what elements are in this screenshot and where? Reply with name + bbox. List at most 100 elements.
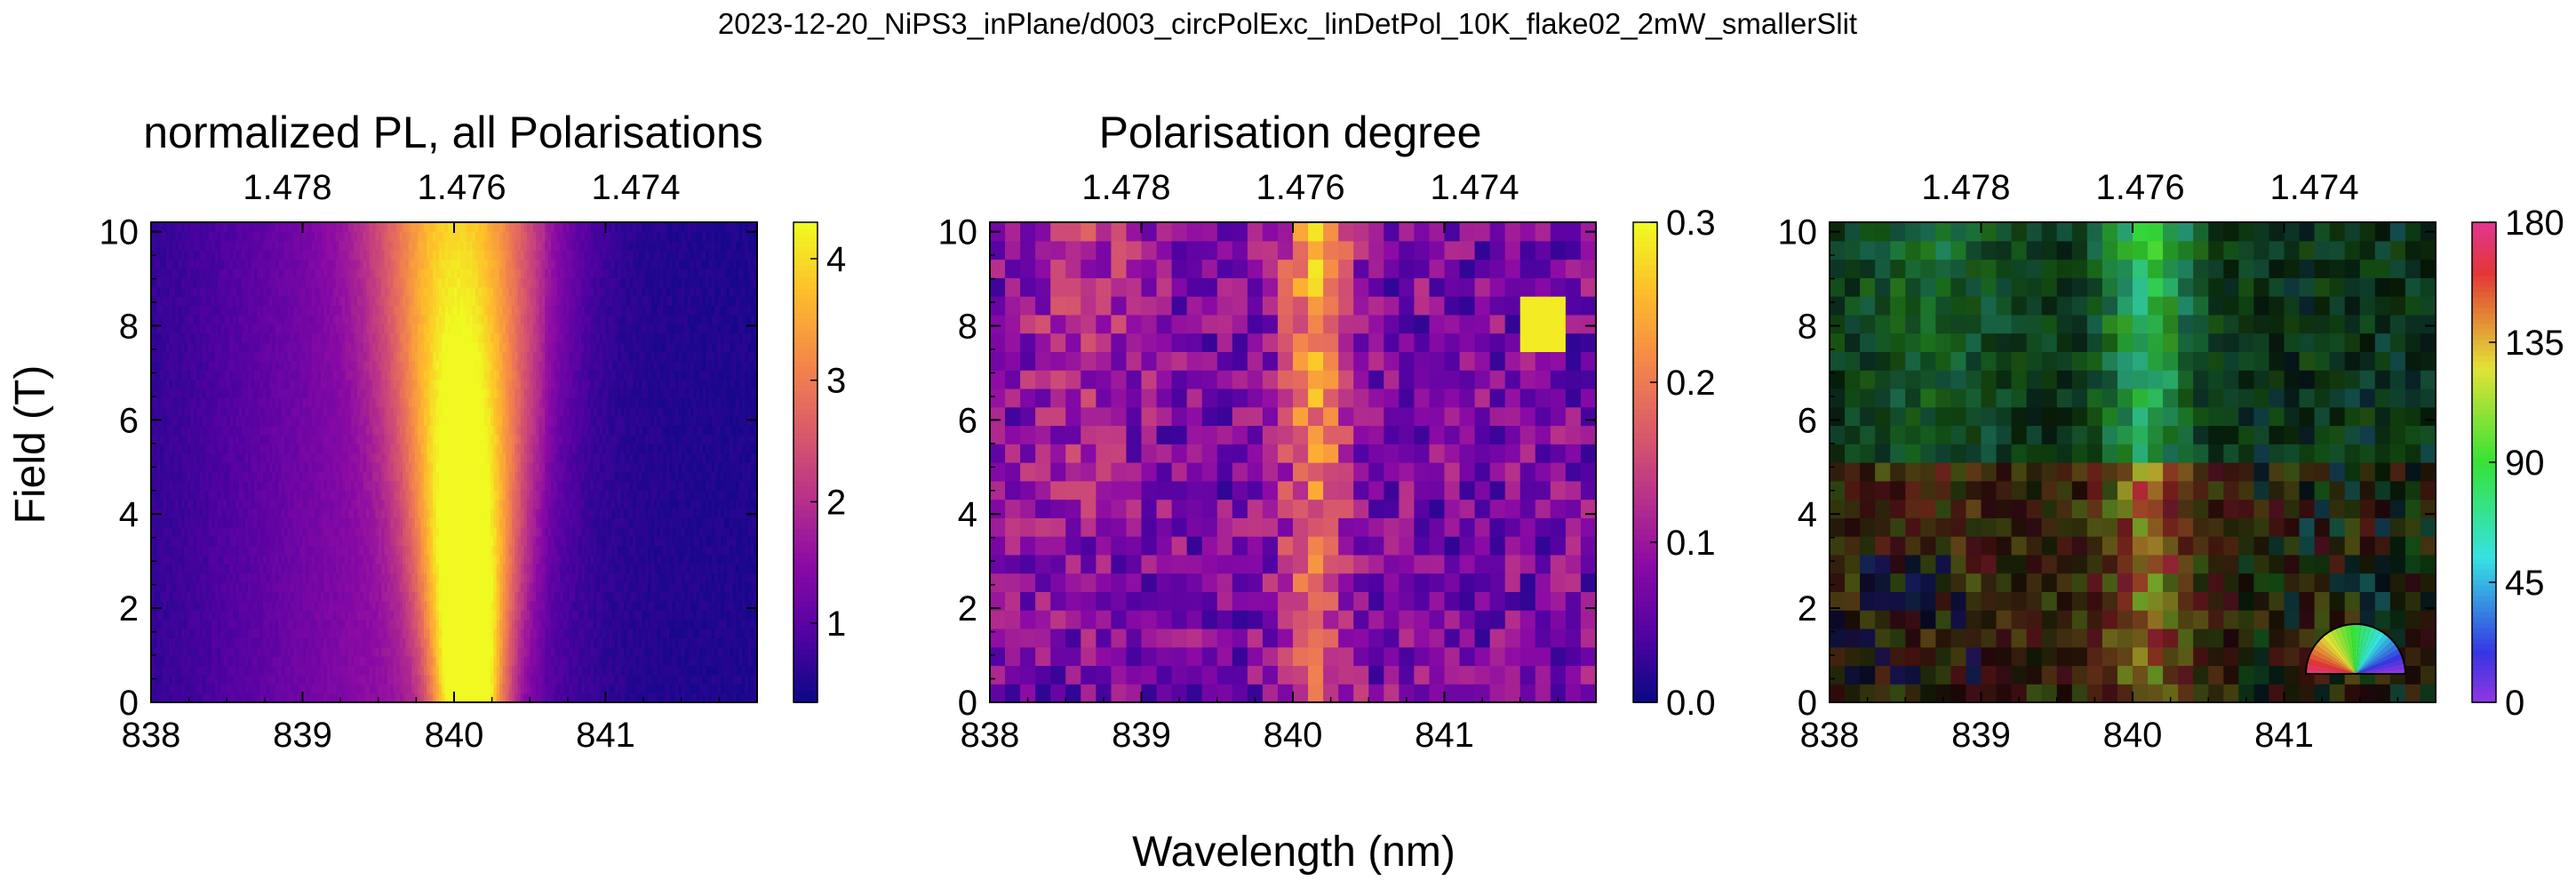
heatmap-cell [496,471,500,482]
heatmap-cell [618,564,622,574]
heatmap-cell [317,656,322,667]
heatmap-cell [187,674,191,685]
heatmap-cell [493,517,498,528]
heatmap-cell [371,693,376,703]
heatmap-cell [666,628,670,638]
heatmap-cell [551,545,555,556]
heatmap-cell [266,526,270,537]
heatmap-cell [629,600,634,611]
heatmap-cell [244,665,249,676]
heatmap-cell [618,517,622,528]
heatmap-cell [369,610,373,621]
heatmap-cell [205,637,210,648]
heatmap-cell [481,665,485,676]
heatmap-cell [293,665,298,676]
heatmap-cell [663,545,667,556]
heatmap-cell [587,490,592,501]
heatmap-cell [717,628,722,638]
heatmap-cell [717,637,722,648]
heatmap-cell [463,628,467,638]
heatmap-cell [326,471,331,482]
heatmap-cell [571,471,576,482]
heatmap-cell [514,573,519,583]
heatmap-cell [575,545,579,556]
heatmap-cell [599,536,603,547]
heatmap-cell [514,545,519,556]
heatmap-cell [487,508,491,518]
heatmap-cell [354,480,358,491]
heatmap-cell [451,610,455,621]
heatmap-cell [472,646,476,657]
heatmap-cell [466,619,470,629]
heatmap-cell [184,554,188,565]
heatmap-cell [571,554,576,565]
heatmap-cell [190,564,195,574]
heatmap-cell [499,490,504,501]
heatmap-cell [244,591,249,602]
heatmap-cell [499,646,504,657]
heatmap-cell [211,564,216,574]
heatmap-cell [427,545,431,556]
heatmap-cell [472,564,476,574]
heatmap-cell [457,564,461,574]
heatmap-cell [296,684,300,694]
heatmap-cell [311,591,315,602]
heatmap-cell [390,637,395,648]
heatmap-cell [751,554,755,565]
heatmap-cell [187,499,191,509]
heatmap-cell [626,600,631,611]
heatmap-cell [590,545,594,556]
heatmap-cell [593,480,597,491]
heatmap-cell [459,471,464,482]
heatmap-cell [378,628,382,638]
heatmap-cell [584,564,588,574]
heatmap-cell [369,693,373,703]
heatmap-cell [405,554,410,565]
heatmap-cell [244,536,249,547]
heatmap-cell [178,471,182,482]
heatmap-cell [499,564,504,574]
heatmap-cell [235,536,240,547]
heatmap-cell [438,628,443,638]
heatmap-cell [347,526,352,537]
heatmap-cell [642,610,646,621]
heatmap-cell [530,573,534,583]
heatmap-cell [454,554,459,565]
heatmap-cell [593,499,597,509]
heatmap-cell [472,499,476,509]
heatmap-cell [659,656,664,667]
heatmap-cell [202,637,206,648]
heatmap-cell [754,499,758,509]
heatmap-cell [360,628,364,638]
heatmap-cell [626,545,631,556]
heatmap-cell [726,637,730,648]
heatmap-cell [721,619,725,629]
heatmap-cell [266,619,270,629]
heatmap-cell [678,637,682,648]
heatmap-cell [196,665,201,676]
heatmap-cell [259,684,264,694]
heatmap-cell [717,508,722,518]
heatmap-cell [642,490,646,501]
heatmap-cell [714,674,719,685]
heatmap-cell [390,499,395,509]
heatmap-cell [420,600,425,611]
heatmap-cell [320,508,324,518]
heatmap-cell [490,674,494,685]
heatmap-cell [469,573,474,583]
heatmap-cell [547,591,552,602]
heatmap-cell [490,646,494,657]
heatmap-cell [411,517,416,528]
heatmap-cell [248,517,252,528]
heatmap-cell [448,573,452,583]
heatmap-cell [463,646,467,657]
heatmap-cell [405,693,410,703]
heatmap-cell [330,591,334,602]
heatmap-cell [633,471,637,482]
heatmap-cell [205,536,210,547]
heatmap-cell [666,646,670,657]
heatmap-cell [193,526,197,537]
heatmap-cell [723,526,728,537]
heatmap-cell [681,471,685,482]
heatmap-cell [281,656,285,667]
